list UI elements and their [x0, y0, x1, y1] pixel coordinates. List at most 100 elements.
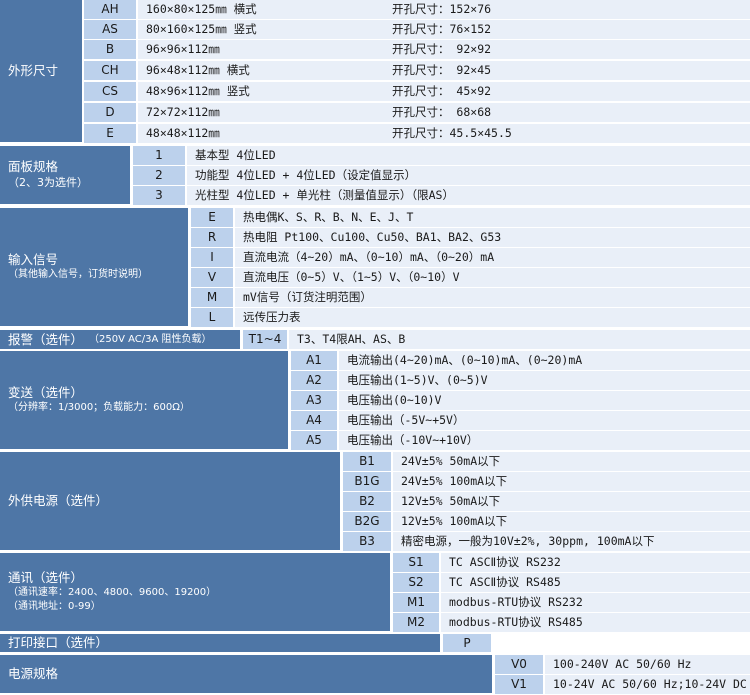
- dimension-text: 72×72×112㎜: [146, 105, 220, 119]
- option-desc: modbus-RTU协议 RS232: [441, 593, 750, 612]
- option-code: AS: [84, 20, 136, 39]
- section-alarm-subtitle: （250V AC/3A 阻性负载）: [89, 333, 212, 345]
- hole-size-text: 开孔尺寸：152×76: [392, 2, 492, 16]
- table-row: S2 TC ASCⅡ协议 RS485: [0, 573, 750, 592]
- section-comm-header: 通讯（选件） （通讯速率：2400、4800、9600、19200） （通讯地址…: [0, 553, 390, 631]
- section-power-title: 电源规格: [8, 666, 59, 681]
- section-input-header: 输入信号 （其他输入信号，订货时说明）: [0, 208, 188, 326]
- dimension-text: 96×48×112㎜ 横式: [146, 63, 250, 77]
- hole-size-text: 开孔尺寸：45.5×45.5: [392, 126, 512, 140]
- option-desc: 热电阻 Pt100、Cu100、Cu50、BA1、BA2、G53: [235, 228, 750, 247]
- dimension-text: 160×80×125㎜ 横式: [146, 2, 257, 16]
- option-code: T1~4: [243, 330, 287, 349]
- table-row: AH 160×80×125㎜ 横式 开孔尺寸：152×76: [0, 0, 750, 19]
- hole-size-text: 开孔尺寸： 45×92: [392, 84, 492, 98]
- section-shape-header: 外形尺寸: [0, 0, 82, 142]
- option-code: M1: [393, 593, 439, 612]
- table-row: B2 12V±5% 50mA以下: [0, 492, 750, 511]
- option-desc: mV信号（订货注明范围）: [235, 288, 750, 307]
- section-power-out-header: 外供电源（选件）: [0, 452, 340, 550]
- option-code: 3: [133, 186, 185, 205]
- option-desc: 10-24V AC 50/60 Hz;10-24V DC: [545, 675, 750, 694]
- option-desc: 80×160×125㎜ 竖式 开孔尺寸：76×152: [138, 20, 750, 39]
- table-row: P: [0, 634, 750, 653]
- table-row: 3 光柱型 4位LED + 单光柱（测量值显示）（限AS）: [0, 186, 750, 205]
- section-input-title: 输入信号: [8, 252, 59, 267]
- option-code: M2: [393, 613, 439, 632]
- table-row: B2G 12V±5% 100mA以下: [0, 512, 750, 531]
- option-code: L: [191, 308, 233, 327]
- option-desc: 直流电压（0~5）V、（1~5）V、（0~10）V: [235, 268, 750, 287]
- table-row: T1~4 T3、T4限AH、AS、B: [0, 330, 750, 349]
- section-shape-title: 外形尺寸: [8, 63, 59, 78]
- option-code: M: [191, 288, 233, 307]
- table-row: AS 80×160×125㎜ 竖式 开孔尺寸：76×152: [0, 20, 750, 39]
- hole-size-text: 开孔尺寸：76×152: [392, 22, 492, 36]
- option-desc: 48×96×112㎜ 竖式 开孔尺寸： 45×92: [138, 82, 750, 101]
- option-code: B1: [343, 452, 391, 471]
- option-desc: 精密电源，一般为10V±2%, 30ppm, 100mA以下: [393, 532, 750, 551]
- table-row: I 直流电流（4~20）mA、（0~10）mA、（0~20）mA: [0, 248, 750, 267]
- option-code: R: [191, 228, 233, 247]
- option-desc: 100-240V AC 50/60 Hz: [545, 655, 750, 674]
- option-code: D: [84, 103, 136, 122]
- option-code: V: [191, 268, 233, 287]
- section-transmit-subtitle: （分辨率：1/3000；负载能力：600Ω）: [8, 402, 190, 413]
- option-desc: 96×96×112㎜ 开孔尺寸： 92×92: [138, 40, 750, 59]
- table-row: R 热电阻 Pt100、Cu100、Cu50、BA1、BA2、G53: [0, 228, 750, 247]
- dimension-text: 96×96×112㎜: [146, 42, 220, 56]
- section-transmit-title: 变送（选件）: [8, 385, 84, 400]
- option-desc: 24V±5% 50mA以下: [393, 452, 750, 471]
- option-desc: 远传压力表: [235, 308, 750, 327]
- option-desc: 160×80×125㎜ 横式 开孔尺寸：152×76: [138, 0, 750, 19]
- option-desc: 48×48×112㎜ 开孔尺寸：45.5×45.5: [138, 124, 750, 143]
- option-code: V0: [495, 655, 543, 674]
- table-row: V1 10-24V AC 50/60 Hz;10-24V DC: [0, 675, 750, 694]
- option-code: P: [443, 634, 491, 652]
- hole-size-text: 开孔尺寸： 92×92: [392, 42, 492, 56]
- option-code: A1: [291, 351, 337, 370]
- section-printer-title: 打印接口（选件）: [8, 635, 109, 650]
- option-code: A3: [291, 391, 337, 410]
- option-code: B2G: [343, 512, 391, 531]
- option-desc: 功能型 4位LED + 4位LED（设定值显示）: [187, 166, 750, 185]
- section-input-subtitle: （其他输入信号，订货时说明）: [8, 269, 148, 280]
- section-panel-title: 面板规格: [8, 159, 59, 174]
- table-row: E 热电偶K、S、R、B、N、E、J、T: [0, 208, 750, 227]
- table-row: A2 电压输出(1~5)V、(0~5)V: [0, 371, 750, 390]
- option-code: AH: [84, 0, 136, 19]
- option-desc: 光柱型 4位LED + 单光柱（测量值显示）（限AS）: [187, 186, 750, 205]
- option-desc: T3、T4限AH、AS、B: [289, 330, 750, 349]
- table-row: B 96×96×112㎜ 开孔尺寸： 92×92: [0, 40, 750, 59]
- table-row: 2 功能型 4位LED + 4位LED（设定值显示）: [0, 166, 750, 185]
- section-panel-header: 面板规格 （2、3为选件）: [0, 146, 130, 204]
- option-code: V1: [495, 675, 543, 694]
- option-code: CS: [84, 82, 136, 101]
- option-desc: 72×72×112㎜ 开孔尺寸： 68×68: [138, 103, 750, 122]
- table-row: M mV信号（订货注明范围）: [0, 288, 750, 307]
- option-desc: 直流电流（4~20）mA、（0~10）mA、（0~20）mA: [235, 248, 750, 267]
- option-desc: modbus-RTU协议 RS485: [441, 613, 750, 632]
- option-desc: 热电偶K、S、R、B、N、E、J、T: [235, 208, 750, 227]
- dimension-text: 48×96×112㎜ 竖式: [146, 84, 250, 98]
- option-code: A4: [291, 411, 337, 430]
- table-row: D 72×72×112㎜ 开孔尺寸： 68×68: [0, 103, 750, 122]
- section-comm-subtitle-address: （通讯地址：0-99）: [8, 601, 101, 612]
- section-power-out-title: 外供电源（选件）: [8, 493, 109, 508]
- table-row: B1 24V±5% 50mA以下: [0, 452, 750, 471]
- section-comm-title: 通讯（选件）: [8, 570, 84, 585]
- table-row: 1 基本型 4位LED: [0, 146, 750, 165]
- section-printer-header: 打印接口（选件）: [0, 634, 440, 652]
- section-panel-subtitle: （2、3为选件）: [8, 176, 88, 189]
- option-code: B3: [343, 532, 391, 551]
- table-row: A5 电压输出（-10V~+10V）: [0, 431, 750, 450]
- option-code: B1G: [343, 472, 391, 491]
- option-desc: 12V±5% 100mA以下: [393, 512, 750, 531]
- table-row: A4 电压输出（-5V~+5V）: [0, 411, 750, 430]
- option-desc: 电流输出(4~20)mA、(0~10)mA、(0~20)mA: [339, 351, 750, 370]
- option-desc: TC ASCⅡ协议 RS232: [441, 553, 750, 572]
- option-desc: 电压输出（-10V~+10V）: [339, 431, 750, 450]
- section-comm-subtitle-rate: （通讯速率：2400、4800、9600、19200）: [8, 587, 217, 598]
- table-row: L 远传压力表: [0, 308, 750, 327]
- table-row: M1 modbus-RTU协议 RS232: [0, 593, 750, 612]
